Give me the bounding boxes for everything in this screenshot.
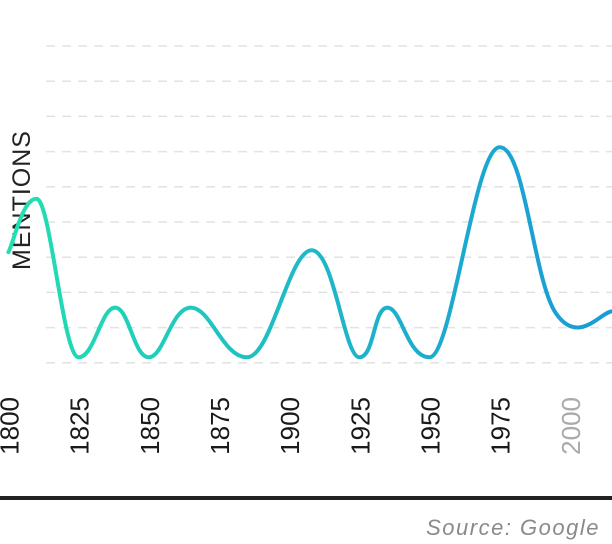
x-tick-label: 1850	[135, 397, 165, 455]
source-note: Source: Google	[426, 515, 600, 540]
x-tick-label: 2000	[556, 397, 586, 455]
x-tick-label: 1950	[416, 397, 446, 455]
x-tick-label: 1875	[205, 397, 235, 455]
x-tick-label: 1800	[0, 397, 24, 455]
x-tick-label: 1975	[486, 397, 516, 455]
series-line-mentions	[6, 145, 612, 360]
gridlines	[46, 45, 612, 364]
x-tick-label: 1925	[345, 397, 375, 455]
x-axis-ticks: 1800 1825 1850 1875 1900 1925 1950 1975 2000	[0, 397, 586, 455]
x-tick-label: 1825	[65, 397, 95, 455]
x-tick-label: 1900	[275, 397, 305, 455]
